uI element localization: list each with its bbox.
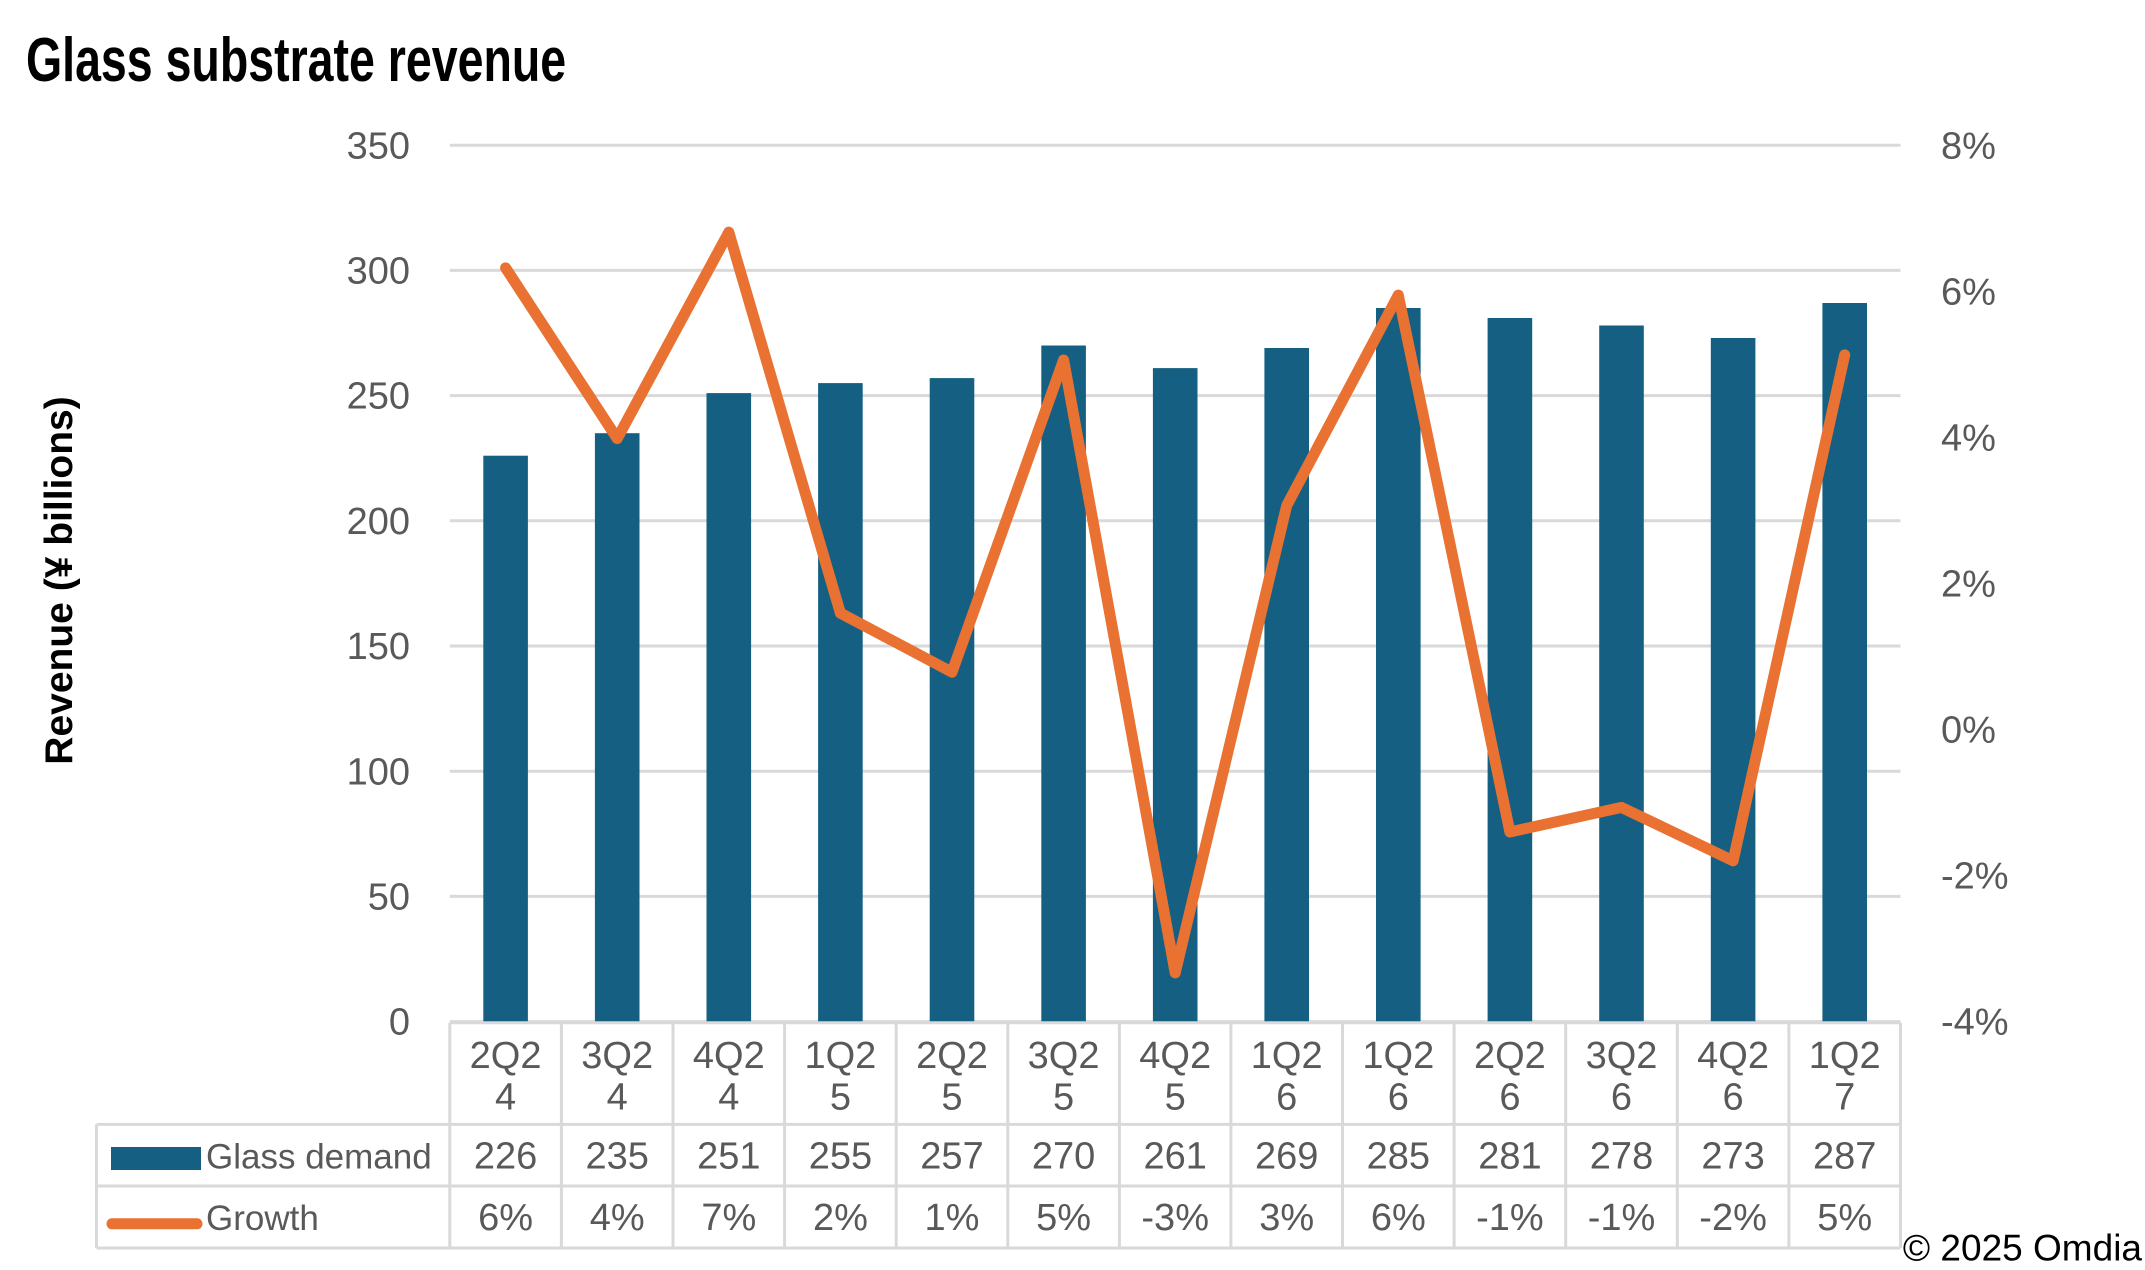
svg-text:3%: 3% bbox=[1259, 1197, 1314, 1239]
svg-text:5: 5 bbox=[941, 1077, 962, 1119]
svg-text:Glass substrate revenue: Glass substrate revenue bbox=[26, 24, 566, 94]
svg-text:100: 100 bbox=[347, 751, 410, 793]
svg-text:150: 150 bbox=[347, 626, 410, 668]
svg-text:0%: 0% bbox=[1941, 710, 1996, 752]
svg-text:226: 226 bbox=[474, 1135, 537, 1177]
svg-text:200: 200 bbox=[347, 501, 410, 543]
svg-text:4: 4 bbox=[607, 1077, 628, 1119]
svg-text:6: 6 bbox=[1723, 1077, 1744, 1119]
svg-text:50: 50 bbox=[368, 877, 410, 919]
svg-text:6%: 6% bbox=[1371, 1197, 1426, 1239]
svg-text:6: 6 bbox=[1388, 1077, 1409, 1119]
svg-text:250: 250 bbox=[347, 376, 410, 418]
svg-text:251: 251 bbox=[697, 1135, 760, 1177]
svg-text:0: 0 bbox=[389, 1002, 410, 1044]
svg-text:6%: 6% bbox=[1941, 271, 1996, 313]
svg-text:Glass demand: Glass demand bbox=[206, 1137, 432, 1176]
svg-text:1Q2: 1Q2 bbox=[1362, 1035, 1434, 1077]
svg-text:4: 4 bbox=[718, 1077, 739, 1119]
svg-text:269: 269 bbox=[1255, 1135, 1318, 1177]
svg-text:2Q2: 2Q2 bbox=[1474, 1035, 1546, 1077]
svg-text:278: 278 bbox=[1590, 1135, 1653, 1177]
svg-text:3Q2: 3Q2 bbox=[581, 1035, 653, 1077]
svg-text:4%: 4% bbox=[590, 1197, 645, 1239]
svg-text:287: 287 bbox=[1813, 1135, 1876, 1177]
svg-text:-1%: -1% bbox=[1476, 1197, 1544, 1239]
svg-text:7: 7 bbox=[1834, 1077, 1855, 1119]
svg-text:6: 6 bbox=[1499, 1077, 1520, 1119]
svg-text:1%: 1% bbox=[925, 1197, 980, 1239]
svg-text:1Q2: 1Q2 bbox=[1251, 1035, 1323, 1077]
svg-text:300: 300 bbox=[347, 251, 410, 293]
svg-text:-4%: -4% bbox=[1941, 1002, 2009, 1044]
svg-text:5%: 5% bbox=[1036, 1197, 1091, 1239]
svg-text:2Q2: 2Q2 bbox=[470, 1035, 542, 1077]
svg-text:5: 5 bbox=[830, 1077, 851, 1119]
svg-text:-1%: -1% bbox=[1588, 1197, 1656, 1239]
svg-text:350: 350 bbox=[347, 125, 410, 167]
svg-text:7%: 7% bbox=[701, 1197, 756, 1239]
svg-text:1Q2: 1Q2 bbox=[1809, 1035, 1881, 1077]
svg-text:6%: 6% bbox=[478, 1197, 533, 1239]
svg-text:270: 270 bbox=[1032, 1135, 1095, 1177]
svg-text:4Q2: 4Q2 bbox=[1697, 1035, 1769, 1077]
svg-text:Growth: Growth bbox=[206, 1199, 319, 1238]
svg-text:285: 285 bbox=[1367, 1135, 1430, 1177]
svg-text:3Q2: 3Q2 bbox=[1586, 1035, 1658, 1077]
svg-text:1Q2: 1Q2 bbox=[804, 1035, 876, 1077]
svg-text:-2%: -2% bbox=[1941, 856, 2009, 898]
svg-text:-3%: -3% bbox=[1141, 1197, 1209, 1239]
svg-text:-2%: -2% bbox=[1699, 1197, 1767, 1239]
svg-text:© 2025 Omdia: © 2025 Omdia bbox=[1903, 1228, 2143, 1269]
svg-text:255: 255 bbox=[809, 1135, 872, 1177]
svg-text:6: 6 bbox=[1611, 1077, 1632, 1119]
svg-text:6: 6 bbox=[1276, 1077, 1297, 1119]
svg-text:5: 5 bbox=[1053, 1077, 1074, 1119]
svg-text:3Q2: 3Q2 bbox=[1028, 1035, 1100, 1077]
svg-text:5: 5 bbox=[1165, 1077, 1186, 1119]
svg-text:273: 273 bbox=[1701, 1135, 1764, 1177]
svg-text:235: 235 bbox=[585, 1135, 648, 1177]
svg-text:Revenue (¥ billions): Revenue (¥ billions) bbox=[38, 396, 81, 764]
svg-text:4Q2: 4Q2 bbox=[1139, 1035, 1211, 1077]
svg-text:4Q2: 4Q2 bbox=[693, 1035, 765, 1077]
svg-text:257: 257 bbox=[920, 1135, 983, 1177]
svg-text:4: 4 bbox=[495, 1077, 516, 1119]
svg-text:8%: 8% bbox=[1941, 125, 1996, 167]
svg-text:2Q2: 2Q2 bbox=[916, 1035, 988, 1077]
svg-text:5%: 5% bbox=[1817, 1197, 1872, 1239]
svg-text:2%: 2% bbox=[1941, 564, 1996, 606]
svg-text:2%: 2% bbox=[813, 1197, 868, 1239]
svg-text:261: 261 bbox=[1143, 1135, 1206, 1177]
svg-text:4%: 4% bbox=[1941, 417, 1996, 459]
svg-text:281: 281 bbox=[1478, 1135, 1541, 1177]
